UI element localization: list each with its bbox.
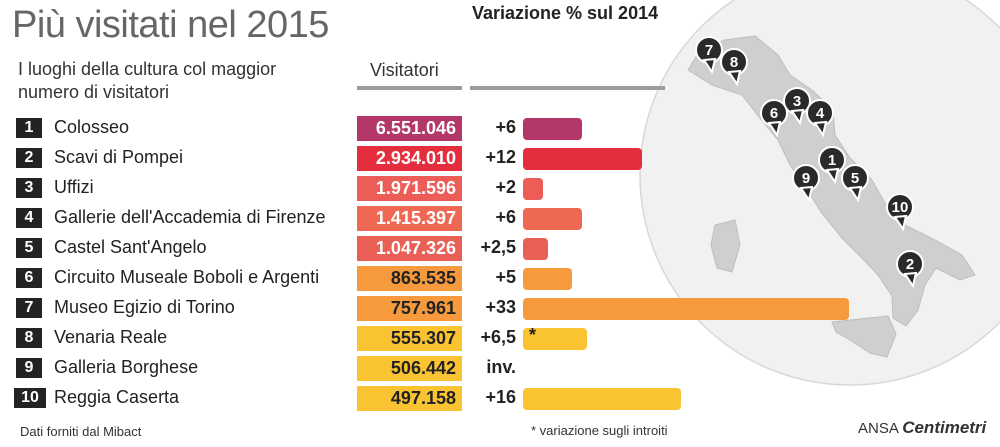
map-pin-label: 2 (906, 256, 914, 273)
variation-bar: * (523, 325, 587, 350)
place-name: Scavi di Pompei (54, 147, 184, 167)
variation-label: +2 (495, 177, 516, 197)
place-name: Museo Egizio di Torino (54, 297, 235, 317)
visitors-value: 6.551.046 (357, 116, 462, 141)
variation-bar (523, 238, 548, 260)
table-row: 5 Castel Sant'Angelo 1.047.326 +2,5 (0, 234, 700, 264)
place-name: Colosseo (54, 117, 130, 137)
place-name: Castel Sant'Angelo (54, 237, 207, 257)
variation-label: +12 (485, 147, 516, 167)
rank-badge: 4 (16, 208, 42, 228)
visitors-value: 506.442 (357, 356, 462, 381)
rank-badge: 5 (16, 238, 42, 258)
chart-title: Più visitati nel 2015 (12, 4, 329, 46)
table-row: 2 Scavi di Pompei 2.934.010 +12 (0, 144, 700, 174)
variation-bar (523, 268, 572, 290)
variation-bar (523, 298, 849, 320)
map-pin-label: 5 (851, 170, 859, 187)
map-pin-label: 10 (892, 199, 909, 216)
visitors-value: 1.971.596 (357, 176, 462, 201)
visitors-value: 2.934.010 (357, 146, 462, 171)
brand-logo: ANSA Centimetri (858, 418, 986, 438)
visitors-value: 863.535 (357, 266, 462, 291)
visitors-header-rule (357, 86, 462, 90)
table-row: 1 Colosseo 6.551.046 +6 (0, 114, 700, 144)
table-row: 3 Uffizi 1.971.596 +2 (0, 174, 700, 204)
rank-badge: 2 (16, 148, 42, 168)
map-pin-tail (893, 214, 908, 232)
variation-bar (523, 178, 543, 200)
map-pin-label: 7 (705, 42, 713, 59)
visitors-value: 1.047.326 (357, 236, 462, 261)
brand-name: Centimetri (902, 418, 987, 437)
source-note: Dati forniti dal Mibact (20, 424, 142, 439)
map-pin-tail (702, 57, 717, 75)
rank-badge: 8 (16, 328, 42, 348)
map-pin-tail (825, 167, 840, 185)
table-row: 4 Gallerie dell'Accademia di Firenze 1.415… (0, 204, 700, 234)
map-pin-label: 8 (730, 54, 738, 71)
table-row: 9 Galleria Borghese 506.442 inv. (0, 354, 700, 384)
rank-badge: 9 (16, 358, 42, 378)
chart-subtitle: I luoghi della cultura col maggior numer… (18, 59, 277, 102)
variation-label: +6 (495, 207, 516, 227)
footnote: * variazione sugli introiti (531, 423, 668, 438)
table-row: 8 Venaria Reale 555.307 +6,5 * (0, 324, 700, 354)
table-row: 6 Circuito Museale Boboli e Argenti 863.53… (0, 264, 700, 294)
variation-bar (523, 388, 681, 410)
map-pin-tail (903, 271, 918, 289)
visitors-value: 1.415.397 (357, 206, 462, 231)
variation-bar (523, 208, 582, 230)
map-pin-tail (790, 108, 805, 126)
rank-badge: 1 (16, 118, 42, 138)
map-pin-label: 3 (793, 93, 801, 110)
place-name: Gallerie dell'Accademia di Firenze (54, 207, 326, 227)
place-name: Uffizi (54, 177, 94, 197)
map-pin-tail (727, 69, 742, 87)
place-name: Reggia Caserta (54, 387, 180, 407)
variation-label: +6,5 (480, 327, 516, 347)
map-pin-label: 9 (802, 170, 810, 187)
rank-badge: 6 (16, 268, 42, 288)
map-pin-tail (813, 120, 828, 138)
map-pin-tail (848, 185, 863, 203)
rank-badge: 7 (16, 298, 42, 318)
rank-badge: 10 (14, 388, 46, 408)
variation-header-rule (470, 86, 665, 90)
visitors-value: 757.961 (357, 296, 462, 321)
map-pin-tail (767, 120, 782, 138)
place-name: Galleria Borghese (54, 357, 199, 377)
table-row: 10 Reggia Caserta 497.158 +16 (0, 384, 700, 414)
rank-badge: 3 (16, 178, 42, 198)
visitors-column-header: Visitatori (370, 60, 439, 80)
visitors-value: 497.158 (357, 386, 462, 411)
variation-label: +33 (485, 297, 516, 317)
table-row: 7 Museo Egizio di Torino 757.961 +33 (0, 294, 849, 324)
brand-prefix: ANSA (858, 420, 899, 437)
map-pin-label: 4 (816, 105, 825, 122)
introiti-marker: * (529, 325, 537, 345)
place-name: Venaria Reale (54, 327, 168, 347)
variation-bar (523, 118, 582, 140)
variation-column-header: Variazione % sul 2014 (472, 3, 659, 23)
variation-label: +16 (485, 387, 516, 407)
variation-label: +2,5 (480, 237, 516, 257)
map-pin-label: 6 (770, 105, 778, 122)
place-name: Circuito Museale Boboli e Argenti (54, 267, 320, 287)
variation-label: inv. (486, 357, 516, 377)
map-pin-label: 1 (828, 152, 836, 169)
visitors-value: 555.307 (357, 326, 462, 351)
variation-bar (523, 148, 642, 170)
variation-label: +6 (495, 117, 516, 137)
map-pin-tail (799, 185, 814, 203)
variation-label: +5 (495, 267, 516, 287)
